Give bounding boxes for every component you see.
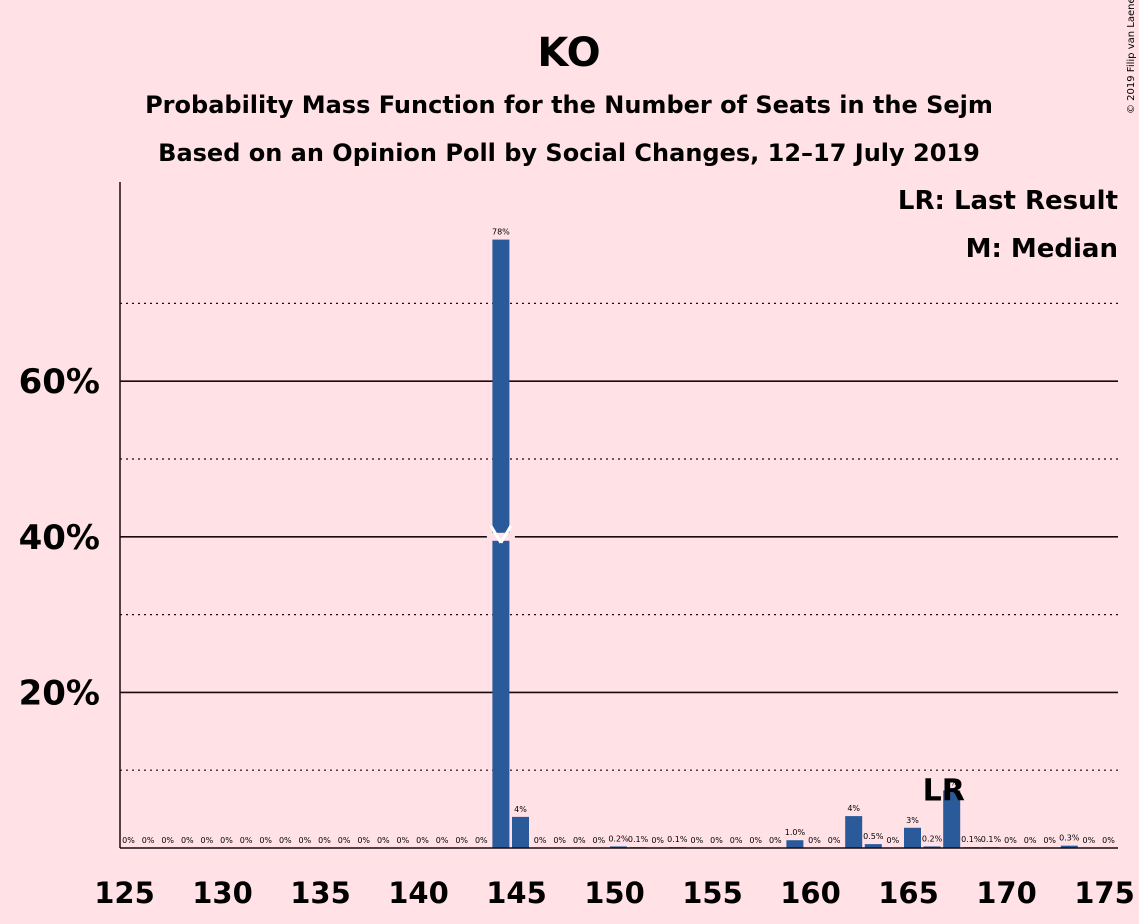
bar-label: 0% — [142, 836, 155, 845]
bar-label: 0% — [1043, 836, 1056, 845]
x-tick-label: 135 — [290, 876, 351, 910]
bar-label: 0% — [730, 836, 743, 845]
bar-label: 0% — [887, 836, 900, 845]
bar-label: 0% — [769, 836, 782, 845]
bar-label: 0.2% — [922, 834, 943, 843]
bar-label: 0% — [259, 836, 272, 845]
x-tick-label: 165 — [878, 876, 939, 910]
bar-167 — [943, 790, 961, 848]
x-tick-label: 160 — [780, 876, 841, 910]
bar-label: 0% — [416, 836, 429, 845]
bar-label: 0.3% — [1059, 834, 1080, 843]
bar-label: 0% — [593, 836, 606, 845]
copyright-text: © 2019 Filip van Laenen — [1126, 0, 1137, 114]
median-gap — [486, 532, 515, 541]
bar-label: 0% — [651, 836, 664, 845]
bar-label: 1.0% — [785, 828, 806, 837]
bar-label: 0% — [573, 836, 586, 845]
bar-label: 0% — [318, 836, 331, 845]
bar-163 — [864, 844, 882, 848]
last-result-marker: LR — [923, 773, 965, 808]
bar-label: 0% — [553, 836, 566, 845]
bar-label: 78% — [492, 228, 510, 237]
bar-label: 0% — [299, 836, 312, 845]
bar-label: 0% — [691, 836, 704, 845]
markers: LR — [486, 525, 965, 808]
x-tick-label: 150 — [584, 876, 645, 910]
bar-label: 0% — [710, 836, 723, 845]
grid-lines — [120, 302, 1118, 771]
bar-label: 0% — [338, 836, 351, 845]
legend-median: M: Median — [966, 234, 1118, 264]
bar-144 — [492, 239, 510, 848]
y-tick-label: 60% — [19, 362, 100, 402]
bar-label: 0% — [397, 836, 410, 845]
x-axis-ticks: 125 130 135 140 145 150 155 160 165 170 175 — [94, 876, 1135, 910]
y-tick-label: 20% — [19, 673, 100, 713]
bar-label: 4% — [514, 805, 527, 814]
bar-165 — [904, 827, 921, 848]
bar-173 — [1060, 845, 1078, 848]
bar-label: 0.5% — [863, 832, 884, 841]
bar-label: 0% — [749, 836, 762, 845]
bar-label: 0% — [1102, 836, 1115, 845]
legend-last-result: LR: Last Result — [898, 186, 1118, 216]
bar-label: 4% — [847, 804, 860, 813]
bar-label: 0.1% — [628, 835, 649, 844]
bars — [492, 239, 1078, 848]
bar-label: 0% — [377, 836, 390, 845]
bar-label: 0.1% — [981, 835, 1002, 844]
chart-subtitle: Probability Mass Function for the Number… — [145, 91, 993, 119]
bar-label: 0.1% — [667, 835, 688, 844]
bar-label: 7% — [945, 778, 958, 787]
bar-label: 0% — [220, 836, 233, 845]
bar-labels: 0% 0% 0% 0% 0% 0% 0% 0% 0% 0% 0% 0% 0% 0% 0% 0% 0% 0% 0% 78… — [122, 228, 1115, 845]
bar-label: 0% — [122, 836, 135, 845]
bar-label: 0% — [455, 836, 468, 845]
bar-166 — [923, 846, 941, 848]
x-tick-label: 155 — [682, 876, 743, 910]
bar-label: 0% — [240, 836, 253, 845]
bar-label: 0% — [475, 836, 488, 845]
bar-label: 0.1% — [961, 835, 982, 844]
bar-162 — [845, 816, 863, 848]
x-tick-label: 145 — [486, 876, 547, 910]
median-marker-right — [499, 525, 513, 544]
bar-label: 0% — [357, 836, 370, 845]
bar-label: 0% — [181, 836, 194, 845]
chart-title: KO — [537, 30, 600, 76]
bar-label: 0% — [1004, 836, 1017, 845]
x-tick-label: 140 — [388, 876, 449, 910]
y-axis-ticks: 20% 40% 60% — [19, 362, 100, 713]
bar-label: 0% — [808, 836, 821, 845]
bar-label: 0.2% — [608, 834, 629, 843]
bar-150 — [610, 846, 627, 848]
bar-label: 0% — [436, 836, 449, 845]
bar-label: 0% — [828, 836, 841, 845]
bar-159 — [786, 840, 804, 848]
bar-label: 0% — [1083, 836, 1096, 845]
bar-label: 0% — [1024, 836, 1037, 845]
x-tick-label: 175 — [1074, 876, 1135, 910]
bar-label: 0% — [201, 836, 214, 845]
median-marker-left — [489, 525, 503, 544]
chart-subtitle-2: Based on an Opinion Poll by Social Chang… — [158, 139, 980, 167]
y-tick-label: 40% — [19, 518, 100, 558]
x-tick-label: 170 — [976, 876, 1037, 910]
bar-label: 3% — [906, 816, 919, 825]
bar-label: 0% — [161, 836, 174, 845]
bar-label: 0% — [279, 836, 292, 845]
x-tick-label: 125 — [94, 876, 155, 910]
x-tick-label: 130 — [192, 876, 253, 910]
bar-label: 0% — [534, 836, 547, 845]
bar-145 — [512, 816, 529, 848]
